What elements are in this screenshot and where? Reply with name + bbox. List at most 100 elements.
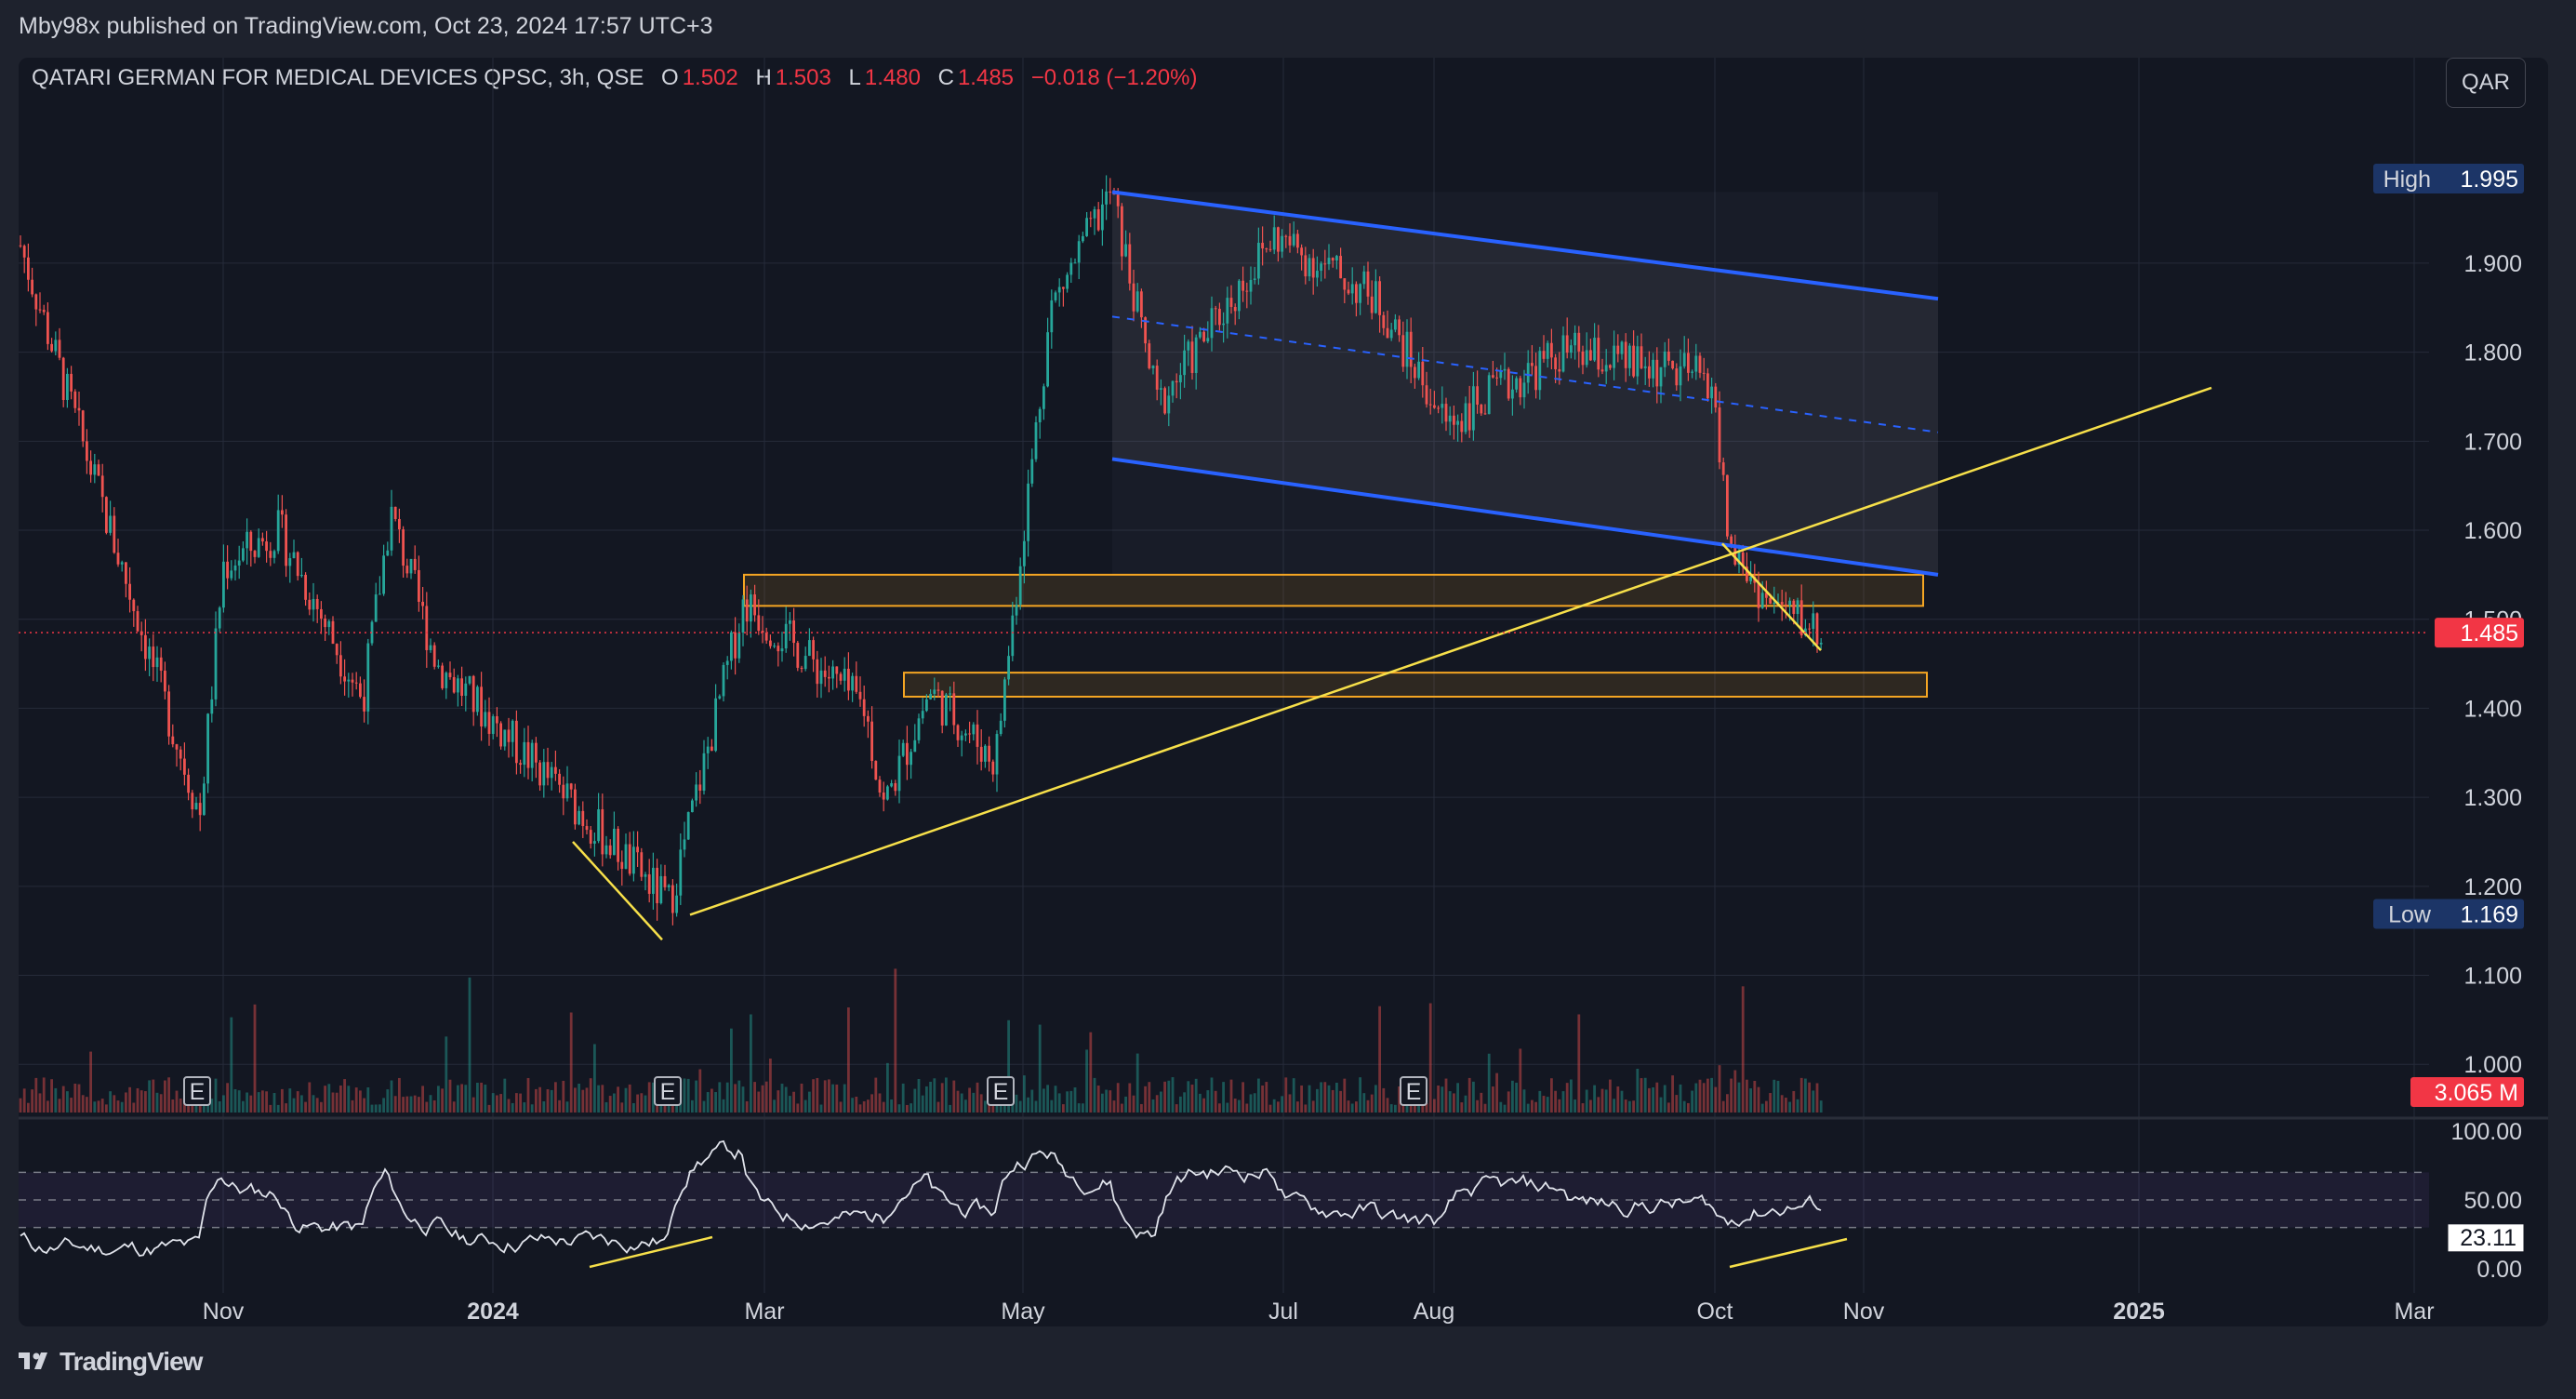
volume-bar [164,1080,166,1113]
candle-body [1409,331,1413,367]
candle-body [1343,278,1347,290]
low-badge-text: Low [2388,901,2432,927]
currency-button[interactable]: QAR [2446,58,2526,108]
volume-bar [312,1095,315,1113]
candle-body [144,634,147,660]
volume-bar [1561,1091,1565,1113]
candle-body [851,675,854,691]
volume-bar [1581,1103,1585,1113]
candle-body [1600,369,1604,372]
candle-body [936,689,940,691]
volume-bar [1398,1086,1401,1113]
volume-bar [1374,1085,1377,1113]
volume-bar [949,1104,951,1113]
candle-body [237,560,241,566]
candle-body [257,538,260,557]
volume-bar [113,1095,116,1113]
candle-body [491,716,495,734]
volume-bar [515,1093,518,1113]
candle-body [93,464,97,475]
candle-body [597,809,600,842]
volume-bar [702,1100,706,1113]
candle-body [468,675,471,684]
volume-bar [1620,1090,1624,1113]
volume-bar [640,1093,644,1113]
candle-body [1355,284,1358,303]
candle-body [1538,351,1542,391]
candle-body [460,678,463,697]
candle-body [910,752,912,766]
volume-bar [1441,1086,1444,1113]
candle-body [187,774,190,793]
candle-body [1206,338,1210,342]
volume-bar [750,1014,752,1113]
volume-bar [1327,1085,1331,1113]
candle-body [1417,361,1420,379]
volume-bar [484,1085,487,1113]
volume-bar [530,1104,534,1113]
y-tick-label: 1.400 [2463,696,2522,722]
candle-body [1085,218,1088,236]
volume-bar [632,1102,635,1113]
volume-bar [1214,1090,1217,1113]
candle-body [206,713,209,784]
candle-body [100,475,104,498]
volume-bar [1210,1077,1214,1113]
candle-body [542,762,546,786]
volume-bar [636,1094,639,1113]
candle-body [363,697,365,712]
volume-bar [823,1080,827,1113]
low-badge-text: 1.169 [2460,901,2518,927]
candle-body [1226,298,1229,324]
volume-bar [617,1086,619,1113]
candle-body [1151,366,1155,368]
volume-bar [1077,1103,1081,1113]
volume-bar [1394,1104,1397,1113]
candle-body [1135,291,1139,312]
volume-bar [1023,1075,1026,1113]
volume-bar [1487,1053,1491,1113]
volume-bar [789,1096,791,1113]
volume-bar [906,1104,909,1113]
volume-bar [761,1085,764,1113]
candle-body [272,551,276,558]
candle-body [620,861,624,870]
candle-body [1698,355,1702,373]
volume-bar [1229,1079,1233,1113]
candle-body [617,828,619,862]
candle-body [109,515,112,533]
candle-body [784,623,788,649]
earnings-marker-box [1400,1076,1427,1106]
candle-body [425,606,429,650]
volume-bar [159,1094,163,1113]
candle-body [819,670,823,685]
volume-bar [753,1082,756,1113]
volume-bar [1300,1085,1303,1113]
candle-body [897,755,901,792]
candle-body [429,645,432,650]
volume-bar [1687,1102,1690,1113]
earnings-marker-label: E [993,1079,1009,1105]
earnings-marker-label: E [190,1079,206,1105]
candle-body [1609,365,1612,368]
candle-body [1624,341,1627,368]
volume-bar [1636,1068,1640,1113]
candle-body [1202,331,1205,342]
volume-bar [409,1096,413,1113]
candle-body [398,519,401,530]
candle-body [1405,331,1409,367]
volume-bar [862,1100,866,1113]
footer-brand[interactable]: TradingView [19,1347,203,1379]
candle-body [1679,366,1682,386]
candle-body [159,657,163,671]
volume-bar [855,1096,858,1113]
volume-bar [1370,1094,1374,1113]
volume-bar [1448,1091,1452,1113]
volume-bar [1323,1082,1327,1113]
candle-body [1456,420,1459,425]
candle-body [1769,597,1772,605]
candle-body [949,693,951,695]
volume-bar [1652,1086,1654,1113]
volume-bar [835,1084,839,1113]
candle-body [1015,605,1018,616]
